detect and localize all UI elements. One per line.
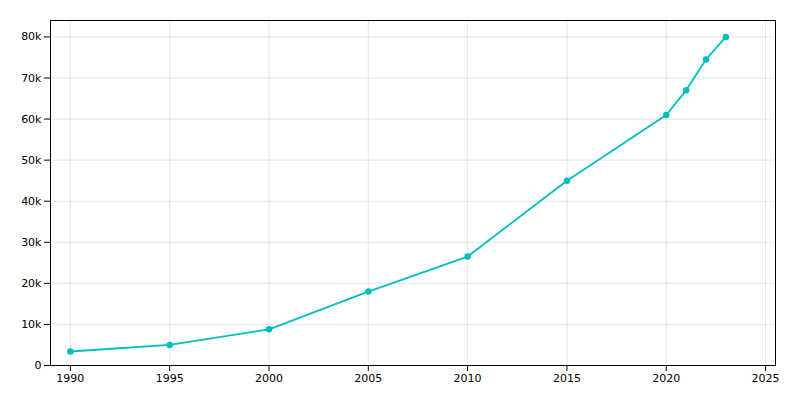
svg-text:20k: 20k bbox=[21, 277, 42, 290]
svg-text:2000: 2000 bbox=[255, 372, 283, 385]
svg-text:2015: 2015 bbox=[553, 372, 581, 385]
svg-text:80k: 80k bbox=[21, 30, 42, 43]
svg-text:40k: 40k bbox=[21, 195, 42, 208]
svg-text:50k: 50k bbox=[21, 154, 42, 167]
svg-text:10k: 10k bbox=[21, 318, 42, 331]
svg-text:1995: 1995 bbox=[156, 372, 184, 385]
svg-text:1990: 1990 bbox=[56, 372, 84, 385]
svg-text:2005: 2005 bbox=[354, 372, 382, 385]
svg-text:70k: 70k bbox=[21, 72, 42, 85]
svg-text:2025: 2025 bbox=[752, 372, 780, 385]
svg-text:0: 0 bbox=[35, 359, 42, 372]
svg-text:60k: 60k bbox=[21, 113, 42, 126]
svg-text:2010: 2010 bbox=[454, 372, 482, 385]
svg-text:2020: 2020 bbox=[652, 372, 680, 385]
svg-text:30k: 30k bbox=[21, 236, 42, 249]
